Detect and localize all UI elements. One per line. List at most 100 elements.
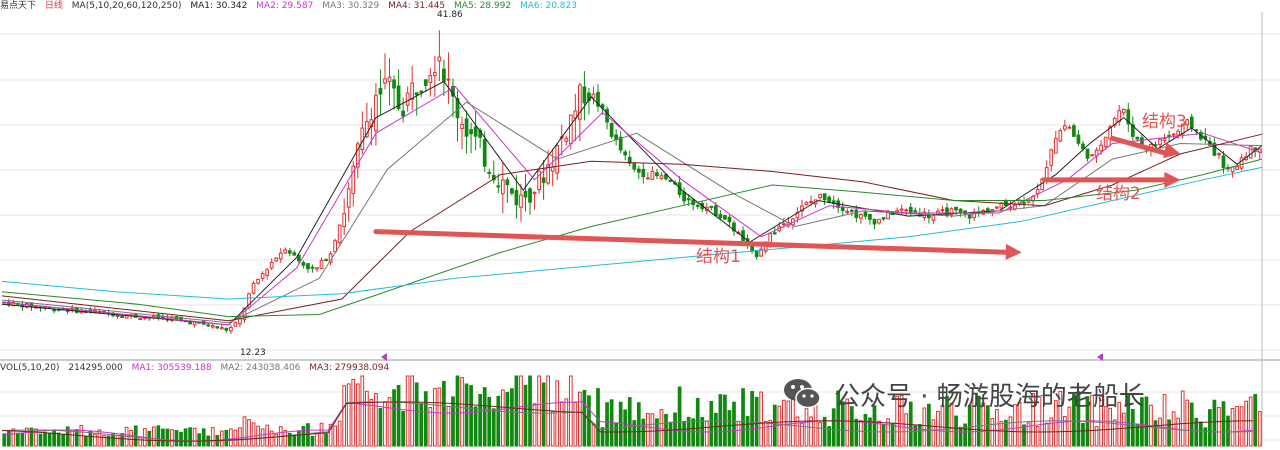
structure-arrow-head <box>1005 243 1022 260</box>
volume-bar <box>428 407 433 447</box>
candle-body <box>519 194 523 208</box>
candle-body <box>383 78 387 84</box>
volume-bar <box>52 429 56 447</box>
candle-body <box>709 205 714 208</box>
candle-body <box>500 179 505 195</box>
volume-bar <box>573 402 578 447</box>
candle-body <box>655 172 659 177</box>
candle-body <box>442 68 446 82</box>
candle-body <box>695 204 700 207</box>
volume-bar <box>1022 424 1026 447</box>
ma5-value: MA5: 28.992 <box>454 1 512 11</box>
volume-bar <box>800 422 804 447</box>
volume-bar <box>342 385 347 447</box>
volume-bar <box>528 375 532 447</box>
candle-body <box>582 86 587 104</box>
candle-body <box>804 202 809 206</box>
candle-body <box>578 84 582 120</box>
candle-body <box>623 151 628 156</box>
period-marker <box>1097 353 1103 361</box>
candle-body <box>800 205 804 212</box>
volume-bar <box>768 419 773 447</box>
candle-body <box>1248 145 1253 159</box>
volume-bar <box>895 395 900 447</box>
candle-body <box>849 209 854 212</box>
volume-bar <box>859 420 863 447</box>
volume-bar <box>70 429 75 447</box>
candle-body <box>727 216 732 223</box>
volume-bar <box>836 390 841 447</box>
volume-bar <box>1248 396 1253 447</box>
volume-bar <box>677 386 682 447</box>
candle-body <box>410 82 415 100</box>
candle-body <box>682 191 686 202</box>
candle-body <box>822 193 827 201</box>
candle-body <box>1121 108 1126 114</box>
volume-bar <box>514 375 519 447</box>
candle-body <box>265 269 270 276</box>
candle-body <box>827 196 832 203</box>
volume-bar <box>994 409 999 447</box>
volume-bar <box>1198 421 1203 447</box>
candle-body <box>759 248 764 257</box>
volume-bar <box>396 385 401 447</box>
candle-body <box>414 92 419 96</box>
volume-bar <box>650 413 655 447</box>
candle-body <box>854 209 859 219</box>
candle-body <box>859 214 863 219</box>
candle-body <box>618 136 623 151</box>
volume-bar <box>337 420 342 447</box>
candle-body <box>25 303 29 308</box>
candle-body <box>537 170 541 190</box>
volume-bar <box>346 383 351 447</box>
volume-bar <box>936 410 940 447</box>
volume-bar <box>1017 401 1022 447</box>
candle-body <box>768 233 773 244</box>
volume-bar <box>976 395 981 447</box>
volume-bar <box>319 422 324 447</box>
volume-bar <box>854 418 859 447</box>
volume-bar <box>985 405 990 447</box>
structure-arrow-line <box>373 229 1013 255</box>
volume-bar <box>383 401 387 447</box>
volume-bar <box>165 428 170 447</box>
volume-bar <box>981 402 986 447</box>
candle-body <box>496 185 501 188</box>
volume-bar <box>1189 402 1194 447</box>
candle-body <box>1126 109 1131 125</box>
volume-bar <box>301 426 306 447</box>
volume-bar <box>940 404 945 447</box>
candle-body <box>115 314 120 317</box>
volume-bar <box>1162 394 1167 447</box>
volume-bar <box>242 416 247 447</box>
candle-body <box>945 207 949 216</box>
candle-body <box>523 190 528 198</box>
candle-body <box>464 118 469 137</box>
volume-bar <box>392 389 396 447</box>
volume-bar <box>170 429 174 447</box>
volume-bar <box>1058 390 1063 447</box>
candle-body <box>1135 136 1140 140</box>
volume-bar <box>464 383 469 447</box>
candle-body <box>818 193 822 199</box>
volume-bar <box>364 390 369 447</box>
volume-bar <box>505 391 510 447</box>
volume-bar <box>795 416 800 447</box>
candle-body <box>1022 201 1026 204</box>
volume-bar <box>840 401 845 447</box>
volume-bar <box>641 418 646 447</box>
candle-body <box>256 278 260 284</box>
volume-bar <box>83 436 88 447</box>
volume-bar <box>831 408 836 447</box>
volume-bar <box>355 383 360 447</box>
candle-body <box>691 199 696 206</box>
volume-bar <box>550 411 555 447</box>
candle-body <box>219 327 224 330</box>
volume-bar <box>1072 394 1076 447</box>
volume-bar <box>378 408 383 447</box>
volume-bar <box>419 403 424 447</box>
volume-bar <box>963 423 967 447</box>
candle-body <box>1067 126 1072 129</box>
volume-bar <box>183 428 188 447</box>
volume-bar <box>1239 406 1244 447</box>
